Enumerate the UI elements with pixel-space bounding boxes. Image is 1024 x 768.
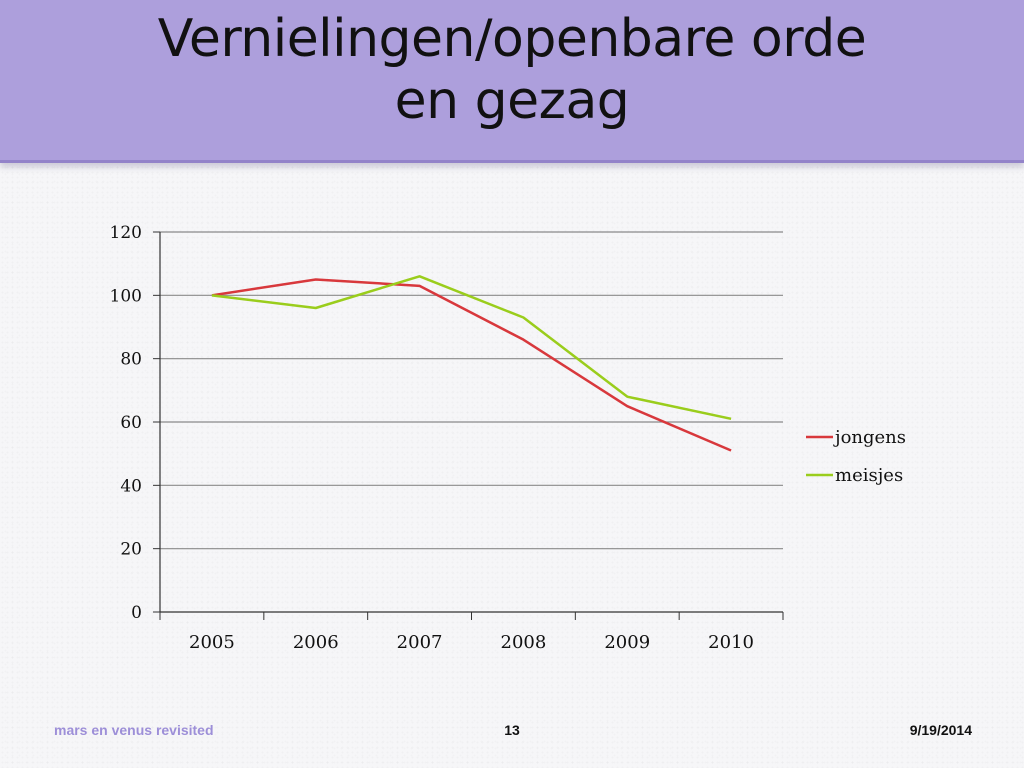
footer-presentation-name: mars en venus revisited <box>54 722 214 738</box>
slide-title-line-1: Vernielingen/openbare orde <box>157 9 867 69</box>
footer-page-number: 13 <box>504 722 520 738</box>
legend-label-meisjes: meisjes <box>835 465 903 486</box>
y-tick-label: 40 <box>120 476 142 496</box>
y-tick-label: 100 <box>110 286 142 306</box>
x-tick-label: 2007 <box>397 632 443 653</box>
legend-label-jongens: jongens <box>833 427 906 448</box>
y-tick-label: 60 <box>120 413 142 433</box>
footer-date: 9/19/2014 <box>909 722 972 738</box>
series-line-jongens <box>211 278 732 452</box>
x-tick-label: 2009 <box>604 632 650 653</box>
slide-title-line-2: en gezag <box>394 71 630 131</box>
title-band: Vernielingen/openbare orde en gezag <box>0 0 1024 163</box>
x-tick-label: 2010 <box>708 632 754 653</box>
y-tick-label: 80 <box>120 350 142 370</box>
x-tick-label: 2005 <box>189 632 235 653</box>
series-line-meisjes <box>211 275 732 421</box>
slide-title: Vernielingen/openbare orde en gezag <box>0 8 1024 132</box>
x-tick-label: 2006 <box>293 632 339 653</box>
y-tick-label: 0 <box>131 603 142 623</box>
y-tick-label: 20 <box>120 540 142 560</box>
y-tick-label: 120 <box>110 223 142 243</box>
x-tick-label: 2008 <box>501 632 547 653</box>
